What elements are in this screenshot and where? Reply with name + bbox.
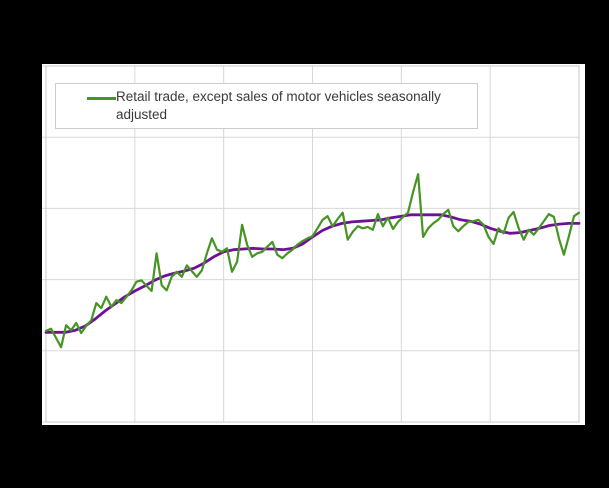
plot-border (45, 65, 580, 423)
legend-label-line1: Retail trade, except sales of motor vehi… (116, 89, 441, 104)
legend-line-icon (87, 97, 116, 100)
legend: Retail trade, except sales of motor vehi… (55, 83, 478, 129)
legend-label-line2: adjusted (116, 107, 168, 122)
legend-item-retail-trade[interactable]: Retail trade, except sales of motor vehi… (116, 88, 441, 124)
retail-trade-series (44, 173, 581, 349)
